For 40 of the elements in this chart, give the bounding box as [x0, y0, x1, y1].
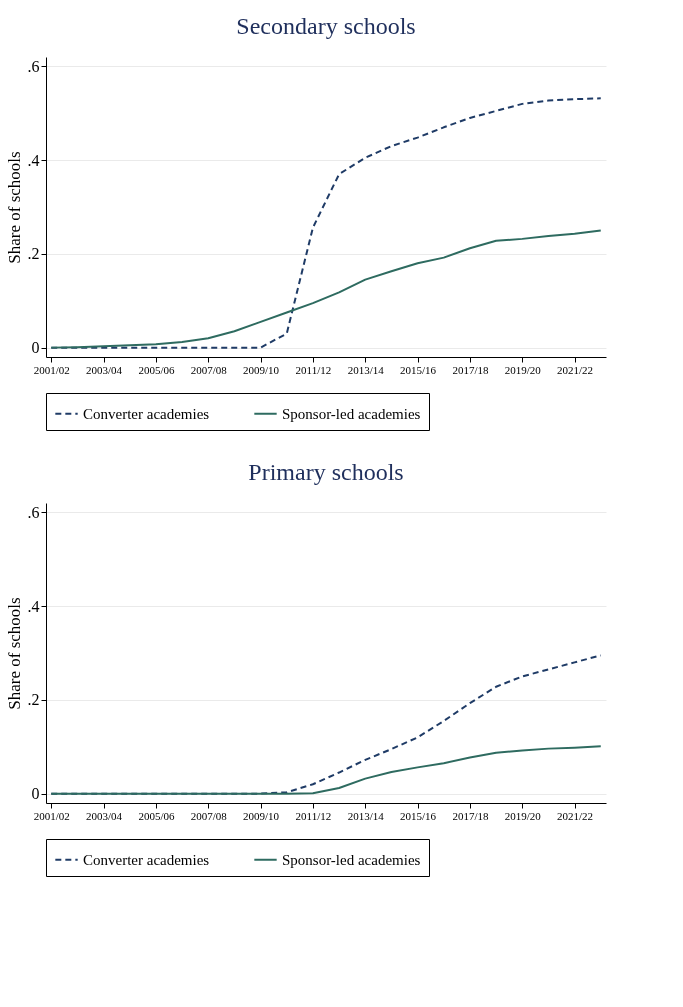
x-tick-label: 2001/02 [33, 809, 70, 822]
line-series [50, 229, 602, 349]
x-tick-label: 2003/04 [86, 363, 123, 376]
x-tick-label: 2009/10 [243, 809, 280, 822]
x-tick-label: 2013/14 [347, 363, 385, 376]
legend-label: Converter academies [83, 851, 210, 868]
y-tick-label: 0 [31, 785, 40, 803]
y-tick-label: .4 [27, 597, 40, 615]
x-tick-label: 2019/20 [504, 809, 542, 822]
x-tick-label: 2003/04 [86, 809, 123, 822]
x-tick-label: 2011/12 [295, 363, 332, 376]
x-tick-label: 2017/18 [452, 363, 489, 376]
x-tick-label: 2021/22 [557, 363, 594, 376]
x-tick-label: 2007/08 [190, 809, 228, 822]
y-axis-title: Share of schools [4, 151, 24, 264]
y-tick-label: .2 [27, 691, 40, 709]
x-tick-label: 2015/16 [400, 363, 437, 376]
x-tick-label: 2007/08 [190, 363, 228, 376]
x-tick-label: 2005/06 [138, 809, 175, 822]
x-tick-label: 2001/02 [33, 363, 70, 376]
y-tick-label: .6 [27, 57, 40, 75]
chart-title: Primary schools [248, 459, 404, 485]
x-tick-label: 2005/06 [138, 363, 175, 376]
x-tick-label: 2013/14 [347, 809, 385, 822]
y-tick-label: .2 [27, 245, 40, 263]
legend-label: Sponsor-led academies [282, 851, 421, 868]
x-tick-label: 2015/16 [400, 809, 437, 822]
x-tick-label: 2019/20 [504, 363, 542, 376]
x-tick-label: 2009/10 [243, 363, 280, 376]
legend-label: Sponsor-led academies [282, 405, 421, 422]
y-tick-label: .4 [27, 151, 40, 169]
x-tick-label: 2011/12 [295, 809, 332, 822]
legend-label: Converter academies [83, 405, 210, 422]
y-axis-title: Share of schools [4, 597, 24, 710]
x-tick-label: 2017/18 [452, 809, 489, 822]
line-series [50, 745, 602, 795]
y-tick-label: 0 [31, 339, 40, 357]
chart-title: Secondary schools [236, 13, 416, 39]
x-tick-label: 2021/22 [557, 809, 594, 822]
y-tick-label: .6 [27, 503, 40, 521]
